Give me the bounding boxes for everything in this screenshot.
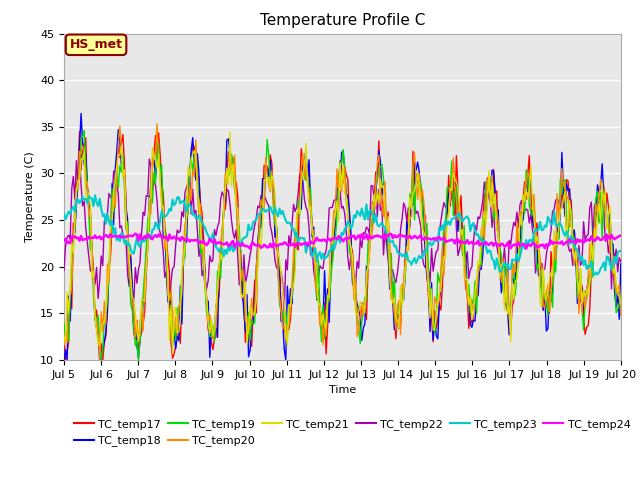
- TC_temp23: [60, 211, 68, 216]
- TC_temp24: [305, 240, 313, 246]
- TC_temp22: [60, 268, 68, 274]
- Legend: TC_temp17, TC_temp18, TC_temp19, TC_temp20, TC_temp21, TC_temp22, TC_temp23, TC_: TC_temp17, TC_temp18, TC_temp19, TC_temp…: [70, 415, 635, 451]
- TC_temp23: [228, 241, 236, 247]
- TC_temp20: [153, 121, 161, 127]
- Line: TC_temp18: TC_temp18: [64, 113, 621, 360]
- Line: TC_temp22: TC_temp22: [64, 155, 621, 314]
- TC_temp17: [617, 311, 625, 316]
- TC_temp18: [617, 261, 625, 267]
- TC_temp24: [129, 233, 136, 239]
- TC_temp17: [61, 357, 69, 363]
- TC_temp23: [91, 192, 99, 198]
- Line: TC_temp17: TC_temp17: [64, 132, 621, 360]
- TC_temp19: [134, 357, 142, 363]
- TC_temp23: [591, 272, 598, 278]
- TC_temp24: [60, 238, 68, 243]
- TC_temp22: [280, 312, 288, 317]
- TC_temp23: [246, 227, 254, 233]
- X-axis label: Time: Time: [329, 385, 356, 395]
- Y-axis label: Temperature (C): Temperature (C): [24, 151, 35, 242]
- TC_temp21: [617, 300, 625, 306]
- TC_temp17: [307, 207, 314, 213]
- TC_temp22: [228, 217, 236, 223]
- TC_temp21: [248, 309, 255, 314]
- TC_temp17: [589, 228, 596, 234]
- TC_temp23: [130, 251, 138, 256]
- Line: TC_temp20: TC_temp20: [64, 124, 621, 359]
- TC_temp20: [248, 295, 255, 301]
- TC_temp23: [305, 243, 313, 249]
- TC_temp20: [589, 246, 596, 252]
- TC_temp22: [307, 252, 314, 258]
- TC_temp19: [229, 162, 237, 168]
- TC_temp20: [617, 313, 625, 319]
- Line: TC_temp24: TC_temp24: [64, 234, 621, 249]
- TC_temp19: [307, 186, 314, 192]
- TC_temp18: [130, 326, 138, 332]
- Text: HS_met: HS_met: [70, 38, 123, 51]
- TC_temp21: [226, 130, 234, 135]
- TC_temp21: [589, 258, 596, 264]
- TC_temp17: [76, 129, 83, 134]
- TC_temp23: [255, 211, 263, 216]
- TC_temp22: [617, 259, 625, 264]
- TC_temp19: [60, 321, 68, 326]
- TC_temp18: [60, 357, 68, 363]
- Line: TC_temp21: TC_temp21: [64, 132, 621, 354]
- TC_temp18: [77, 110, 85, 116]
- TC_temp18: [305, 157, 313, 163]
- TC_temp20: [96, 356, 104, 362]
- TC_temp19: [130, 325, 138, 331]
- TC_temp21: [129, 294, 136, 300]
- TC_temp17: [248, 344, 255, 349]
- TC_temp24: [131, 231, 139, 237]
- TC_temp18: [228, 166, 236, 171]
- TC_temp24: [228, 240, 236, 245]
- TC_temp24: [617, 233, 625, 239]
- TC_temp20: [229, 172, 237, 178]
- TC_temp19: [81, 128, 88, 133]
- TC_temp21: [60, 334, 68, 340]
- TC_temp23: [588, 258, 595, 264]
- TC_temp18: [246, 347, 254, 353]
- TC_temp22: [76, 152, 83, 157]
- TC_temp18: [588, 264, 595, 269]
- TC_temp20: [307, 200, 314, 206]
- TC_temp24: [255, 243, 263, 249]
- Line: TC_temp19: TC_temp19: [64, 131, 621, 360]
- TC_temp24: [522, 246, 530, 252]
- TC_temp17: [60, 335, 68, 340]
- TC_temp21: [229, 161, 237, 167]
- TC_temp21: [257, 244, 265, 250]
- TC_temp19: [257, 209, 265, 215]
- TC_temp24: [589, 237, 596, 242]
- TC_temp21: [307, 204, 314, 209]
- TC_temp18: [255, 222, 263, 228]
- TC_temp19: [248, 316, 255, 322]
- Line: TC_temp23: TC_temp23: [64, 195, 621, 275]
- TC_temp17: [257, 208, 265, 214]
- TC_temp20: [257, 197, 265, 203]
- TC_temp22: [255, 205, 263, 211]
- TC_temp19: [617, 291, 625, 297]
- TC_temp23: [617, 248, 625, 254]
- TC_temp24: [246, 246, 254, 252]
- TC_temp19: [589, 274, 596, 280]
- TC_temp20: [60, 343, 68, 348]
- TC_temp17: [229, 156, 237, 161]
- TC_temp21: [169, 351, 177, 357]
- TC_temp17: [131, 335, 139, 341]
- TC_temp22: [130, 298, 138, 304]
- TC_temp20: [130, 306, 138, 312]
- TC_temp22: [589, 234, 596, 240]
- TC_temp22: [246, 252, 254, 258]
- Title: Temperature Profile C: Temperature Profile C: [260, 13, 425, 28]
